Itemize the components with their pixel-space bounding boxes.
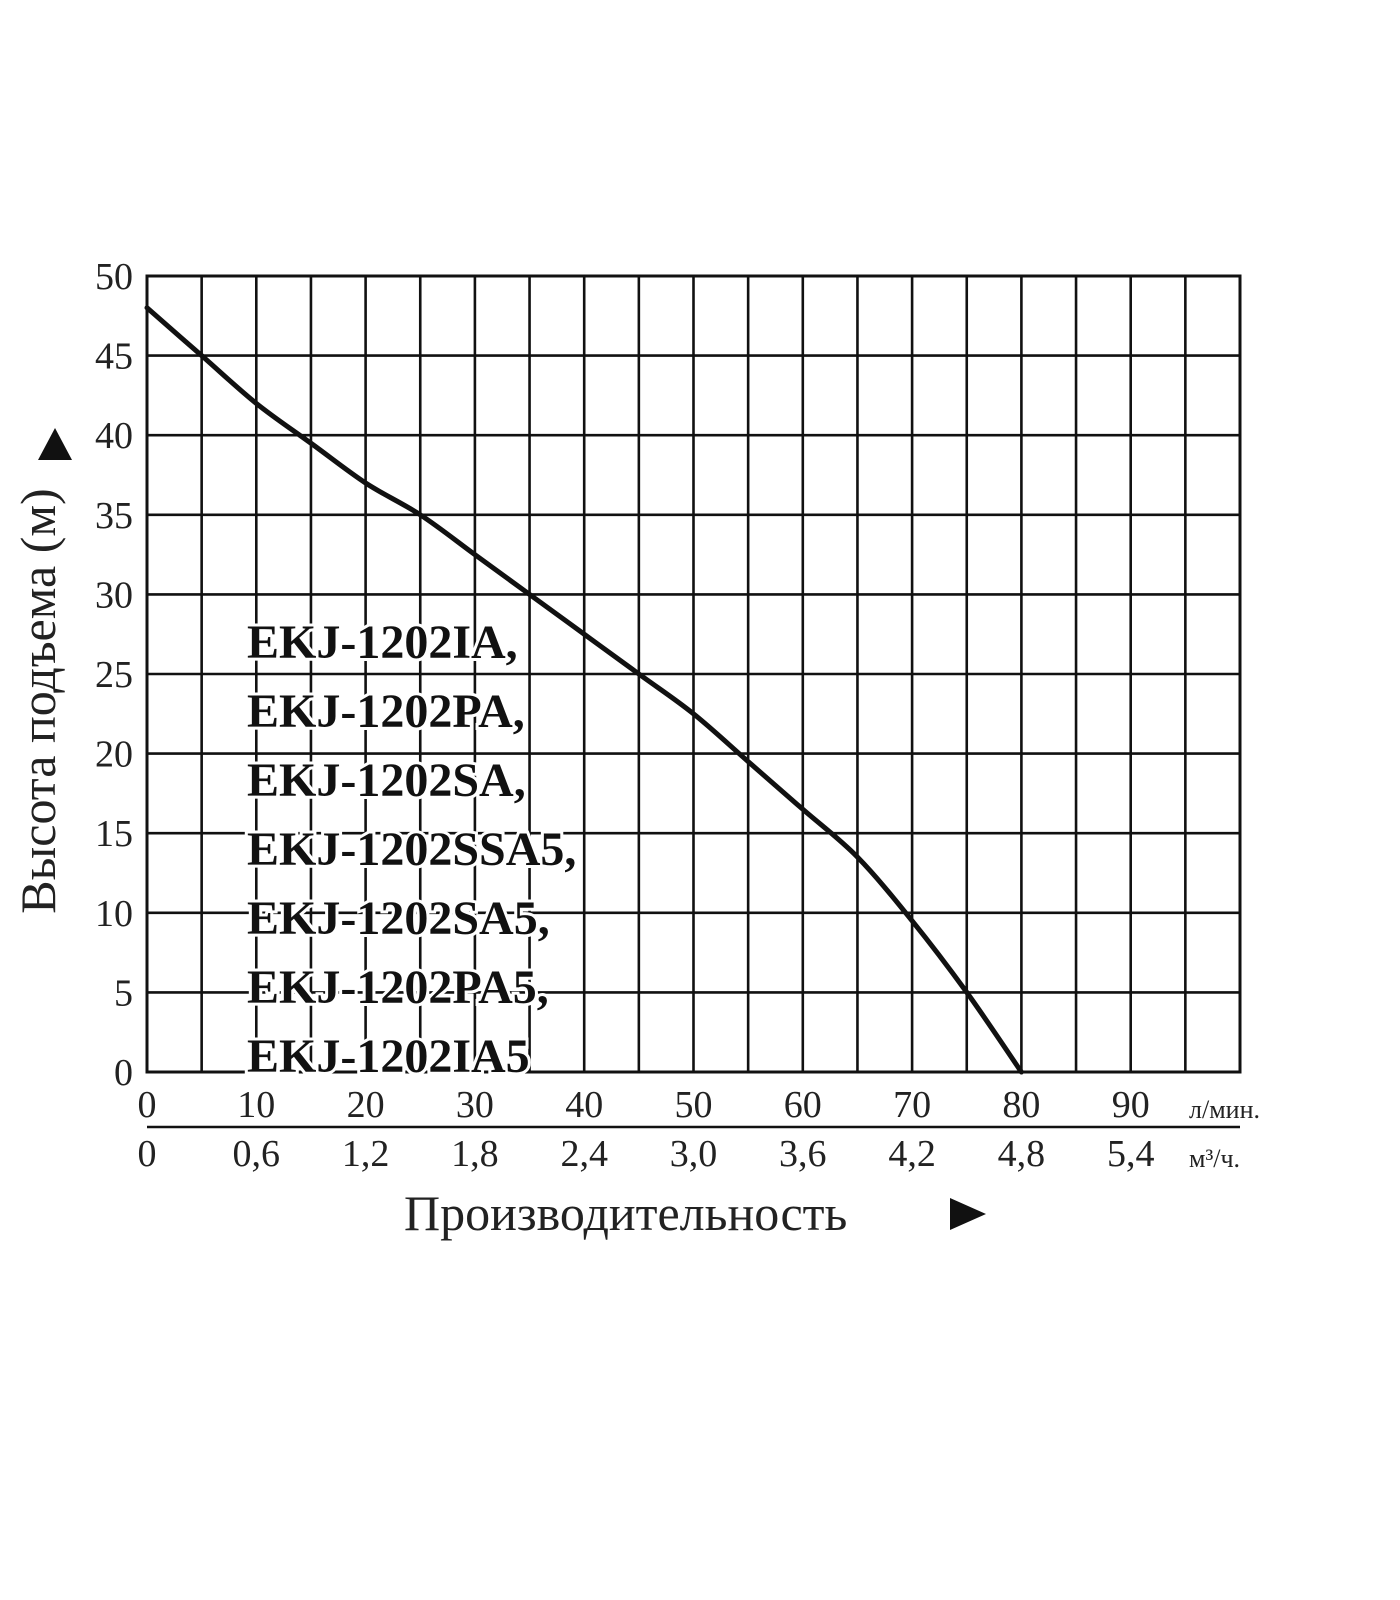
- x-tick-label: 40: [565, 1084, 603, 1126]
- y-tick-label: 15: [95, 813, 133, 855]
- x2-tick-label: 1,8: [451, 1133, 499, 1175]
- y-tick-label: 20: [95, 734, 133, 776]
- model-label: EKJ-1202PA5,: [247, 961, 549, 1014]
- model-label: EKJ-1202PA,: [247, 685, 525, 738]
- x-axis-arrow-icon: [950, 1198, 986, 1230]
- model-label: EKJ-1202IA5: [247, 1030, 530, 1083]
- x2-tick-label: 0,6: [233, 1133, 281, 1175]
- x2-tick-label: 3,6: [779, 1133, 827, 1175]
- plot-frame: [145, 274, 1242, 1074]
- y-tick-label: 10: [95, 893, 133, 935]
- y-tick-label: 5: [114, 972, 133, 1014]
- x-tick-labels: 0 10 20 30 40 50 60 70 80 90: [138, 1084, 1150, 1126]
- x2-tick-label: 4,8: [998, 1133, 1046, 1175]
- x-axis-title: Производительность: [404, 1185, 847, 1241]
- x-unit-label: л/мин.: [1189, 1095, 1260, 1124]
- performance-curve: [144, 305, 1024, 1075]
- model-label: EKJ-1202IA,: [247, 616, 518, 669]
- x-tick-label: 20: [347, 1084, 385, 1126]
- x2-tick-labels: 0 0,6 1,2 1,8 2,4 3,0 3,6 4,2 4,8 5,4: [138, 1133, 1155, 1175]
- x-tick-label: 60: [784, 1084, 822, 1126]
- x-tick-label: 70: [893, 1084, 931, 1126]
- y-tick-label: 35: [95, 495, 133, 537]
- y-axis-title: Высота подъема (м): [10, 488, 66, 913]
- x-tick-label: 0: [138, 1084, 157, 1126]
- x2-tick-label: 3,0: [670, 1133, 718, 1175]
- x-tick-label: 50: [675, 1084, 713, 1126]
- x-tick-label: 80: [1002, 1084, 1040, 1126]
- y-tick-label: 30: [95, 574, 133, 616]
- model-label: EKJ-1202SA5,: [247, 892, 550, 945]
- y-tick-label: 40: [95, 415, 133, 457]
- y-tick-label: 25: [95, 654, 133, 696]
- x-tick-label: 30: [456, 1084, 494, 1126]
- x2-tick-label: 4,2: [888, 1133, 936, 1175]
- model-label: EKJ-1202SSA5,: [247, 823, 576, 876]
- x2-unit-label: м³/ч.: [1189, 1144, 1240, 1173]
- y-tick-label: 0: [114, 1052, 133, 1094]
- model-labels: EKJ-1202IA, EKJ-1202PA, EKJ-1202SA, EKJ-120…: [244, 613, 579, 1086]
- x2-tick-label: 1,2: [342, 1133, 390, 1175]
- y-tick-label: 50: [95, 256, 133, 298]
- x2-tick-label: 2,4: [560, 1133, 608, 1175]
- y-axis-arrow-icon: [38, 428, 72, 460]
- x2-tick-label: 0: [138, 1133, 157, 1175]
- y-tick-labels: 0 5 10 15 20 25 30 35 40 45 50: [95, 256, 133, 1094]
- x-tick-label: 90: [1112, 1084, 1150, 1126]
- grid: [147, 276, 1240, 1072]
- x2-tick-label: 5,4: [1107, 1133, 1155, 1175]
- model-label: EKJ-1202SA,: [247, 754, 526, 807]
- y-tick-label: 45: [95, 336, 133, 378]
- x-tick-label: 10: [237, 1084, 275, 1126]
